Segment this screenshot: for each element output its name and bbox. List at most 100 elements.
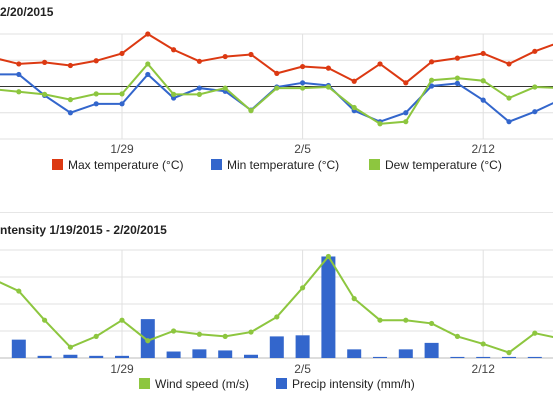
data-point-dew bbox=[454, 75, 460, 81]
precip-bar bbox=[63, 354, 78, 358]
data-point-min bbox=[300, 80, 306, 86]
data-point-min bbox=[93, 101, 99, 107]
data-point-max bbox=[93, 58, 99, 64]
bottom-chart-title: ntensity 1/19/2015 - 2/20/2015 bbox=[0, 223, 167, 237]
precip-bar bbox=[11, 339, 26, 358]
data-point-dew bbox=[248, 108, 254, 114]
precip-bar bbox=[244, 354, 258, 358]
data-point-wind bbox=[300, 285, 306, 291]
data-point-min bbox=[171, 95, 177, 101]
data-point-min bbox=[403, 110, 409, 116]
precip-bar bbox=[398, 349, 413, 358]
legend-swatch-precip bbox=[276, 378, 287, 389]
data-point-wind bbox=[42, 317, 48, 323]
legend-label-max: Max temperature (°C) bbox=[68, 158, 184, 172]
legend-label-wind: Wind speed (m/s) bbox=[155, 377, 249, 391]
data-point-max bbox=[222, 53, 228, 60]
data-point-dew bbox=[532, 84, 538, 90]
data-point-wind bbox=[403, 317, 409, 323]
x-tick-label: 2/12 bbox=[472, 362, 496, 376]
data-point-max bbox=[429, 59, 435, 65]
legend-swatch-max bbox=[52, 159, 63, 170]
data-point-max bbox=[532, 48, 538, 54]
data-point-wind bbox=[532, 330, 538, 336]
data-point-max bbox=[171, 47, 177, 53]
data-point-wind bbox=[351, 296, 357, 302]
data-point-min bbox=[196, 85, 202, 91]
x-tick-label: 2/5 bbox=[294, 142, 311, 156]
precip-bar bbox=[115, 355, 129, 358]
data-point-dew bbox=[351, 104, 357, 111]
x-tick-label: 1/29 bbox=[110, 362, 134, 376]
data-point-max bbox=[300, 63, 306, 70]
data-point-dew bbox=[222, 85, 228, 91]
data-point-wind bbox=[454, 333, 460, 339]
precip-bar bbox=[321, 256, 336, 358]
data-point-dew bbox=[171, 91, 177, 97]
data-point-max bbox=[351, 78, 357, 84]
precip-bar bbox=[527, 356, 542, 358]
data-point-max bbox=[67, 62, 73, 69]
x-tick-label: 2/12 bbox=[472, 142, 496, 156]
data-point-min bbox=[119, 101, 125, 107]
legend-label-dew: Dew temperature (°C) bbox=[385, 158, 502, 172]
data-point-max bbox=[196, 58, 202, 64]
data-point-max bbox=[325, 65, 331, 71]
data-point-wind bbox=[429, 320, 435, 327]
data-point-dew bbox=[480, 78, 486, 84]
data-point-wind bbox=[377, 317, 383, 323]
x-tick-label: 2/5 bbox=[294, 362, 311, 376]
data-point-min bbox=[454, 80, 460, 86]
data-point-max bbox=[119, 50, 125, 57]
legend-swatch-min bbox=[211, 159, 222, 170]
x-tick-label: 1/29 bbox=[110, 142, 134, 156]
data-point-wind bbox=[145, 338, 151, 344]
legend-label-precip: Precip intensity (mm/h) bbox=[292, 377, 415, 391]
data-point-dew bbox=[377, 121, 383, 127]
data-point-dew bbox=[300, 85, 306, 91]
precip-bar bbox=[89, 355, 104, 358]
legend-label-min: Min temperature (°C) bbox=[227, 158, 339, 172]
data-point-max bbox=[145, 31, 151, 37]
data-point-wind bbox=[16, 288, 22, 294]
data-point-max bbox=[16, 61, 22, 67]
data-point-max bbox=[377, 61, 383, 67]
data-point-max bbox=[480, 50, 486, 57]
legend-swatch-dew bbox=[369, 159, 380, 170]
precip-bar bbox=[476, 356, 491, 358]
data-point-dew bbox=[429, 77, 435, 83]
temperature-chart: 1/29 2/5 2/12 Max temperature (°C) Min tempe… bbox=[0, 31, 553, 172]
precip-bar bbox=[295, 335, 310, 358]
data-point-wind bbox=[248, 329, 254, 335]
data-point-dew bbox=[42, 91, 48, 97]
data-point-min bbox=[145, 71, 151, 78]
data-point-dew bbox=[145, 61, 151, 67]
data-point-max bbox=[42, 59, 48, 65]
precip-bar bbox=[192, 349, 207, 358]
legend-swatch-wind bbox=[139, 378, 150, 389]
data-point-min bbox=[67, 110, 73, 116]
data-point-wind bbox=[506, 350, 512, 356]
data-point-dew bbox=[325, 84, 331, 90]
data-point-min bbox=[480, 97, 486, 103]
data-point-dew bbox=[16, 89, 22, 95]
data-point-dew bbox=[119, 91, 125, 97]
precip-bar bbox=[373, 356, 387, 358]
data-point-max bbox=[403, 80, 409, 86]
data-point-max bbox=[506, 61, 512, 67]
precip-bar bbox=[347, 349, 362, 358]
precip-bar bbox=[269, 336, 284, 358]
data-point-wind bbox=[480, 341, 486, 347]
data-point-dew bbox=[93, 91, 99, 97]
data-point-min bbox=[16, 71, 22, 78]
data-point-dew bbox=[67, 97, 73, 103]
data-point-max bbox=[248, 51, 254, 58]
data-point-dew bbox=[196, 91, 202, 97]
precip-bar bbox=[424, 342, 439, 358]
panel-divider bbox=[0, 212, 553, 213]
precip-bar bbox=[502, 356, 516, 358]
data-point-wind bbox=[274, 314, 280, 320]
data-point-wind bbox=[119, 317, 125, 323]
data-point-wind bbox=[171, 328, 177, 334]
